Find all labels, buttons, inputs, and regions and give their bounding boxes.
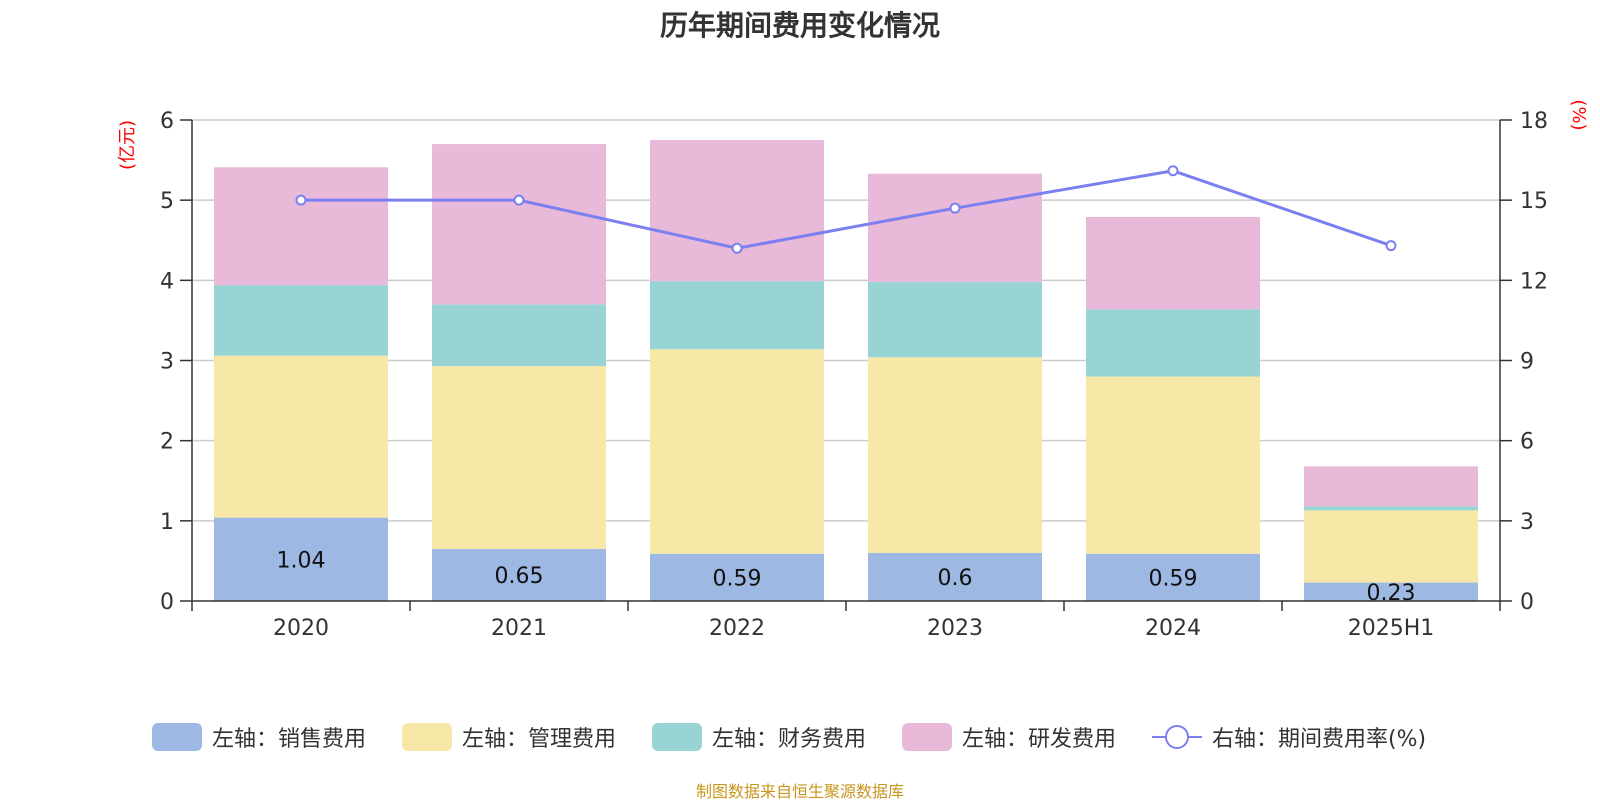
bars bbox=[214, 140, 1478, 601]
legend-item-rd[interactable]: 左轴：研发费用 bbox=[902, 722, 1116, 752]
data-label: 1.04 bbox=[277, 548, 326, 573]
bar-sales bbox=[650, 553, 824, 601]
grid bbox=[192, 119, 1500, 522]
bar-sales bbox=[432, 548, 606, 601]
bar-rd bbox=[1304, 466, 1478, 507]
legend-swatch-admin bbox=[402, 723, 452, 751]
rate-point bbox=[513, 194, 525, 206]
legend-swatch-rate bbox=[1152, 723, 1202, 751]
bar-sales bbox=[214, 517, 388, 601]
rate-point bbox=[295, 194, 307, 206]
bar-admin bbox=[214, 355, 388, 518]
bar-rd bbox=[650, 140, 824, 282]
right-axis-unit-label: (%) bbox=[1568, 99, 1589, 130]
x-axis-tick-label: 2024 bbox=[1145, 616, 1201, 641]
data-label: 0.6 bbox=[938, 566, 973, 591]
bar-finance bbox=[650, 281, 824, 350]
rate-point bbox=[949, 202, 961, 214]
bar-admin bbox=[432, 366, 606, 549]
legend-label-rate: 右轴：期间费用率(%) bbox=[1212, 727, 1427, 752]
legend-swatch-rd bbox=[902, 723, 952, 751]
rate-line-path bbox=[301, 169, 1392, 250]
bar-finance bbox=[1086, 309, 1260, 377]
bar-finance bbox=[868, 281, 1042, 358]
right-axis-tick-label: 12 bbox=[1520, 269, 1548, 294]
bar-finance bbox=[432, 304, 606, 367]
bar-rd bbox=[1086, 217, 1260, 310]
bar-finance bbox=[214, 285, 388, 356]
bar-admin bbox=[1304, 510, 1478, 583]
right-axis-tick-label: 6 bbox=[1520, 430, 1534, 455]
rate-line bbox=[295, 165, 1397, 254]
right-axis-tick-label: 0 bbox=[1520, 590, 1534, 615]
rate-point bbox=[1167, 165, 1179, 177]
bar-admin bbox=[650, 349, 824, 554]
bar-admin bbox=[868, 357, 1042, 553]
x-axis-tick-label: 2022 bbox=[709, 616, 765, 641]
data-label: 0.65 bbox=[495, 564, 544, 589]
legend-label-admin: 左轴：管理费用 bbox=[462, 727, 617, 752]
left-axis-tick-label: 4 bbox=[160, 269, 174, 294]
chart-title: 历年期间费用变化情况 bbox=[659, 9, 940, 42]
bar-admin bbox=[1086, 376, 1260, 554]
bar-rd bbox=[868, 173, 1042, 282]
left-axis-tick-label: 3 bbox=[160, 350, 174, 375]
left-axis-tick-label: 5 bbox=[160, 189, 174, 214]
bar-rd bbox=[214, 167, 388, 286]
bar-sales bbox=[868, 552, 1042, 601]
right-axis-tick-label: 15 bbox=[1520, 189, 1548, 214]
legend-item-rate[interactable]: 右轴：期间费用率(%) bbox=[1152, 722, 1426, 752]
bar-sales bbox=[1304, 582, 1478, 601]
bar-finance bbox=[1304, 506, 1478, 511]
x-axis-tick-label: 2020 bbox=[273, 616, 329, 641]
rate-point bbox=[1385, 240, 1397, 252]
left-axis-tick-label: 2 bbox=[160, 430, 174, 455]
x-axis-tick-label: 2023 bbox=[927, 616, 983, 641]
legend-swatch-finance bbox=[652, 723, 702, 751]
data-label: 0.59 bbox=[713, 566, 762, 591]
legend: 左轴：销售费用 左轴：管理费用 左轴：财务费用 左轴：研发费用 右轴：期间费用率… bbox=[0, 722, 1600, 758]
data-label: 0.59 bbox=[1149, 566, 1198, 591]
right-axis-tick-label: 3 bbox=[1520, 510, 1534, 535]
legend-item-sales[interactable]: 左轴：销售费用 bbox=[152, 722, 366, 752]
legend-label-rd: 左轴：研发费用 bbox=[962, 727, 1117, 752]
left-axis-unit-label: (亿元) bbox=[117, 120, 138, 170]
legend-label-finance: 左轴：财务费用 bbox=[712, 727, 867, 752]
rate-point bbox=[731, 242, 743, 254]
left-axis-tick-label: 6 bbox=[160, 109, 174, 134]
legend-item-finance[interactable]: 左轴：财务费用 bbox=[652, 722, 866, 752]
legend-label-sales: 左轴：销售费用 bbox=[212, 727, 367, 752]
legend-item-admin[interactable]: 左轴：管理费用 bbox=[402, 722, 616, 752]
bar-sales bbox=[1086, 553, 1260, 601]
data-label: 0.23 bbox=[1367, 581, 1416, 606]
legend-swatch-sales bbox=[152, 723, 202, 751]
x-axis-tick-label: 2021 bbox=[491, 616, 547, 641]
left-axis-tick-label: 0 bbox=[160, 590, 174, 615]
x-axis-tick-label: 2025H1 bbox=[1348, 616, 1435, 641]
bar-rd bbox=[432, 144, 606, 305]
right-axis-tick-label: 18 bbox=[1520, 109, 1548, 134]
left-axis-tick-label: 1 bbox=[160, 510, 174, 535]
source-note: 制图数据来自恒生聚源数据库 bbox=[695, 782, 904, 801]
right-axis-tick-label: 9 bbox=[1520, 350, 1534, 375]
